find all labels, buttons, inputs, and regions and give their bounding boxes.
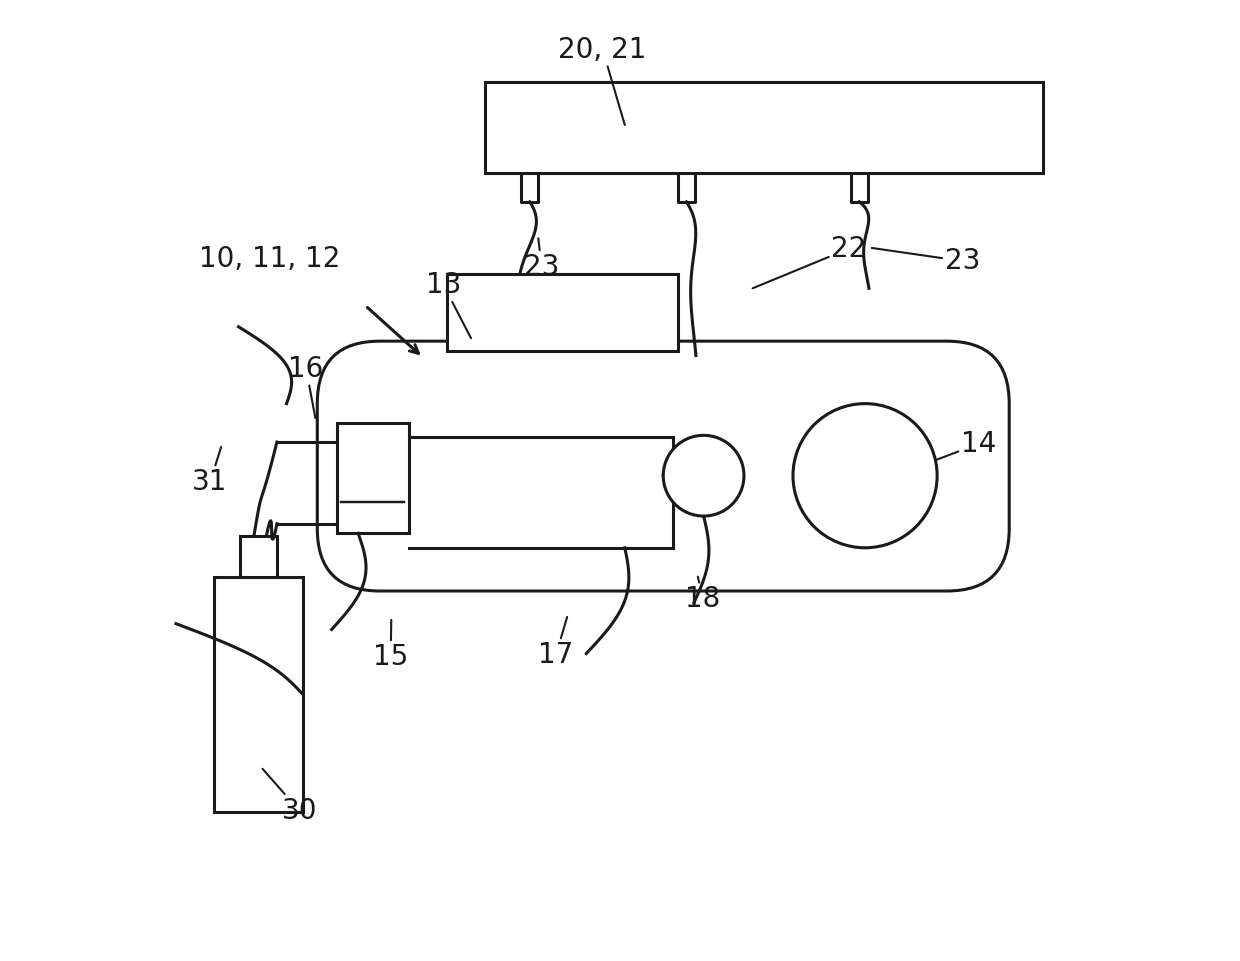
Text: 15: 15 <box>373 620 408 671</box>
Bar <box>215 577 303 812</box>
Text: 31: 31 <box>192 447 228 496</box>
Text: 17: 17 <box>538 617 574 669</box>
Text: 14: 14 <box>928 430 997 463</box>
Bar <box>241 536 277 577</box>
Circle shape <box>794 404 937 548</box>
Bar <box>336 423 408 533</box>
Text: 22: 22 <box>753 234 867 288</box>
Bar <box>215 577 303 812</box>
FancyBboxPatch shape <box>317 341 1009 591</box>
Text: 16: 16 <box>289 355 324 418</box>
Text: 18: 18 <box>686 577 720 613</box>
Text: 23: 23 <box>525 238 559 281</box>
Text: 10, 11, 12: 10, 11, 12 <box>200 245 341 274</box>
Text: 20, 21: 20, 21 <box>558 36 647 125</box>
Circle shape <box>663 435 744 516</box>
Bar <box>485 82 1043 173</box>
Bar <box>241 536 277 577</box>
Text: 13: 13 <box>425 271 471 338</box>
Text: 30: 30 <box>263 769 317 825</box>
Bar <box>446 274 678 351</box>
Text: 23: 23 <box>872 247 980 275</box>
